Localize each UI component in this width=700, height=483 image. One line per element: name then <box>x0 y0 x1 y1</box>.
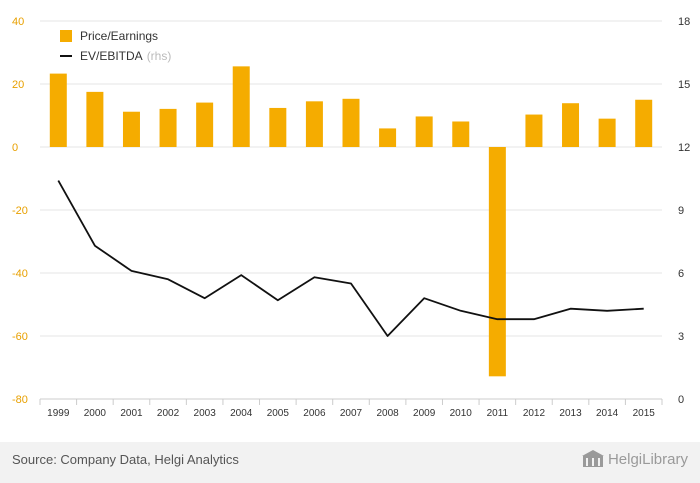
right-tick-label: 6 <box>678 268 684 280</box>
chart: 40 20 0 -20 -40 -60 -80 18 15 12 9 6 3 0 1999 2000 2001 2… <box>12 16 690 419</box>
right-tick-label: 9 <box>678 205 684 217</box>
right-tick-label: 0 <box>678 394 684 406</box>
price-earnings-bar <box>269 107 287 147</box>
right-tick-label: 3 <box>678 331 684 343</box>
x-tick-label: 2005 <box>267 408 290 419</box>
price-earnings-swatch <box>60 30 72 42</box>
price-earnings-bar <box>488 147 506 377</box>
left-tick-label: -20 <box>12 205 28 217</box>
price-earnings-bar <box>415 116 433 147</box>
x-tick-label: 2009 <box>413 408 436 419</box>
price-earnings-bar <box>342 98 360 147</box>
x-tick-label: 1999 <box>47 408 70 419</box>
left-tick-label: -60 <box>12 331 28 343</box>
source-text: Source: Company Data, Helgi Analytics <box>12 452 239 467</box>
brand[interactable]: HelgiLibrary <box>581 450 688 468</box>
x-tick-label: 2011 <box>487 408 509 419</box>
price-earnings-bar <box>159 108 177 147</box>
x-tick-label: 2004 <box>230 408 253 419</box>
price-earnings-label: Price/Earnings <box>80 29 159 43</box>
legend-item-ev-ebitda[interactable]: EV/EBITDA (rhs) <box>60 46 171 66</box>
x-tick-label: 2008 <box>376 408 399 419</box>
left-tick-label: 40 <box>12 16 24 28</box>
legend-item-price-earnings[interactable]: Price/Earnings <box>60 26 171 46</box>
price-earnings-bar <box>196 102 214 147</box>
x-tick-label: 2010 <box>450 408 473 419</box>
left-tick-label: 20 <box>12 79 24 91</box>
price-earnings-bar <box>305 101 323 147</box>
left-tick-label: 0 <box>12 142 18 154</box>
price-earnings-bar <box>635 99 653 147</box>
x-tick-label: 2006 <box>303 408 326 419</box>
x-tick-label: 2012 <box>523 408 546 419</box>
price-earnings-bar <box>598 118 616 147</box>
ev-ebitda-swatch <box>60 55 72 57</box>
footer: Source: Company Data, Helgi Analytics He… <box>0 442 700 483</box>
right-tick-label: 15 <box>678 79 690 91</box>
price-earnings-bar <box>452 121 470 147</box>
x-tick-label: 2003 <box>194 408 217 419</box>
right-tick-label: 18 <box>678 16 690 28</box>
price-earnings-bar <box>122 111 140 147</box>
price-earnings-bar <box>86 91 104 147</box>
x-tick-label: 2001 <box>120 408 143 419</box>
price-earnings-bar <box>232 66 250 147</box>
x-tick-label: 2013 <box>559 408 582 419</box>
x-tick-label: 2014 <box>596 408 619 419</box>
x-tick-label: 2015 <box>633 408 656 419</box>
rhs-note: (rhs) <box>146 49 172 63</box>
price-earnings-bar <box>525 114 543 147</box>
brand-text: HelgiLibrary <box>607 450 688 468</box>
x-tick-label: 2002 <box>157 408 180 419</box>
ev-ebitda-line <box>57 180 644 337</box>
x-tick-label: 2000 <box>84 408 107 419</box>
left-tick-label: -80 <box>12 394 28 406</box>
price-earnings-bar <box>49 73 67 147</box>
building-icon <box>581 450 604 467</box>
right-tick-label: 12 <box>678 142 690 154</box>
left-tick-label: -40 <box>12 268 28 280</box>
price-earnings-bar <box>562 103 580 147</box>
price-earnings-bar <box>379 128 397 147</box>
x-tick-label: 2007 <box>340 408 363 419</box>
legend: Price/Earnings EV/EBITDA (rhs) <box>60 26 171 66</box>
ev-ebitda-label: EV/EBITDA <box>80 49 143 63</box>
